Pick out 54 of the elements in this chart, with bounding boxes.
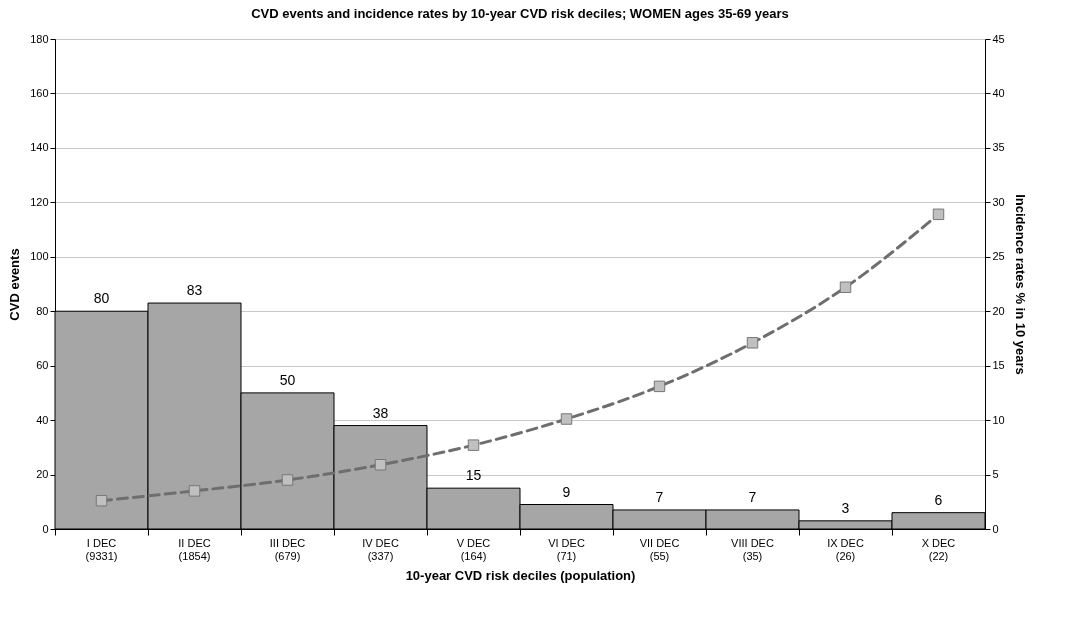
y-tick-label: 120: [30, 195, 49, 208]
data-label: 3: [841, 499, 850, 516]
y-tick-label: 140: [30, 141, 49, 154]
point: [281, 474, 294, 486]
x-tick-label: IX DEC (26): [827, 536, 864, 562]
point: [95, 494, 108, 507]
point: [746, 337, 759, 349]
y2-tick-label: 0: [992, 522, 999, 535]
data-label: 9: [562, 483, 571, 500]
y2-tick-label: 20: [992, 304, 1005, 317]
data-label: 7: [748, 488, 757, 505]
data-label: 38: [372, 404, 389, 421]
y2-tick-label: 40: [992, 86, 1005, 99]
y-tick-label: 40: [36, 413, 49, 426]
data-label: 15: [465, 467, 482, 484]
y-tick-label: 0: [42, 522, 49, 535]
y-tick-label: 20: [36, 468, 49, 481]
y2-tick-label: 45: [992, 32, 1005, 45]
y2-tick-label: 10: [992, 413, 1005, 426]
point: [560, 413, 573, 425]
point: [467, 439, 480, 451]
y-axis-title: CVD events: [7, 248, 23, 321]
y-tick-label: 160: [30, 86, 49, 99]
x-tick-label: I DEC (9331): [85, 536, 118, 562]
x-tick-label: IV DEC (337): [362, 536, 399, 562]
y-tick-label: 100: [30, 250, 49, 263]
x-tick-label: VIII DEC (35): [731, 536, 774, 562]
y2-tick-label: 5: [992, 468, 999, 481]
data-label: 80: [93, 290, 110, 307]
y2-axis-title: Incidence rates % in 10 years: [1012, 194, 1028, 375]
y2-tick-label: 35: [992, 141, 1005, 154]
data-label: 6: [934, 491, 943, 508]
data-label: 7: [655, 488, 664, 505]
x-tick-label: V DEC (164): [456, 536, 491, 562]
x-tick-label: III DEC (679): [269, 536, 306, 562]
y-tick-label: 180: [30, 32, 49, 45]
data-label: 50: [279, 371, 296, 388]
y-tick-label: 60: [36, 359, 49, 372]
x-axis-title: 10-year CVD risk deciles (population): [405, 567, 636, 583]
y2-tick-label: 15: [992, 359, 1005, 372]
y2-tick-label: 25: [992, 250, 1005, 263]
x-tick-label: VI DEC (71): [548, 536, 585, 562]
x-tick-label: II DEC (1854): [178, 536, 211, 562]
y2-tick-label: 30: [992, 195, 1005, 208]
point: [932, 208, 945, 221]
point: [653, 380, 666, 393]
y-tick-label: 80: [36, 304, 49, 317]
data-label: 83: [186, 282, 203, 299]
point: [839, 281, 852, 294]
point: [188, 485, 201, 497]
point: [374, 459, 387, 471]
x-tick-label: VII DEC (55): [639, 536, 680, 562]
x-tick-label: X DEC (22): [921, 536, 956, 562]
chart-title: CVD events and incidence rates by 10-year CVD risk deciles; WOMEN ages 35-69 years: [251, 6, 789, 21]
